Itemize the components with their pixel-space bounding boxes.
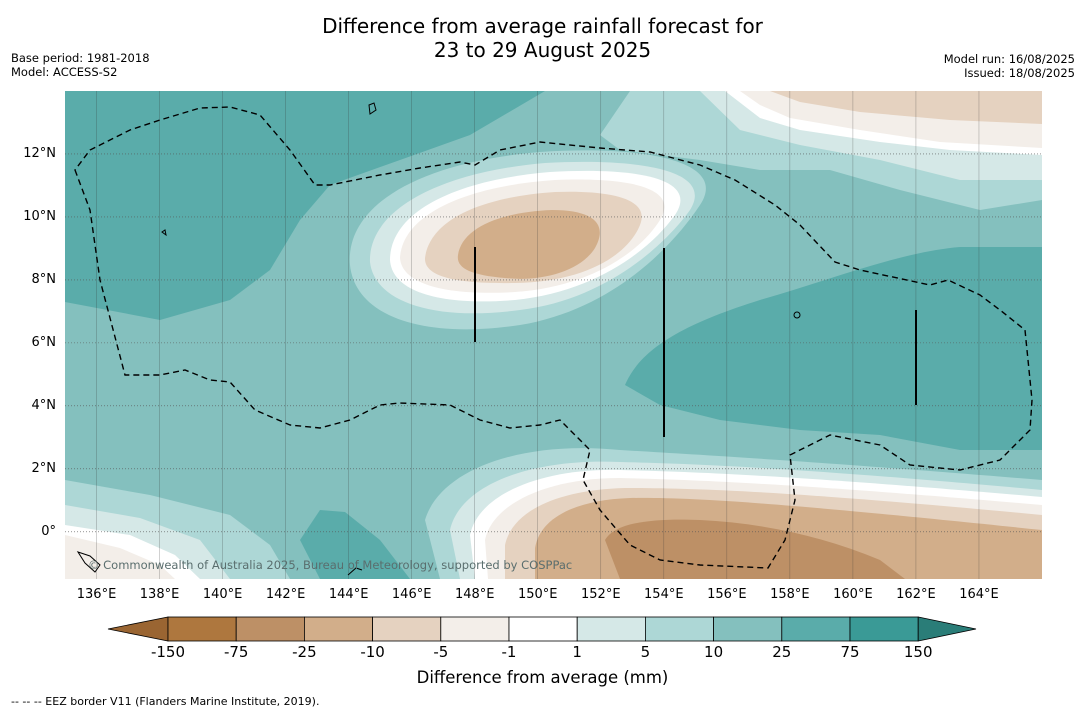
dry-north-2: [770, 91, 1042, 124]
dry-sw: [65, 535, 175, 579]
lon-tick-label: 162°E: [896, 587, 936, 602]
colorbar-label: -150: [150, 643, 186, 661]
lon-tick-label: 154°E: [644, 587, 684, 602]
lon-tick-label: 146°E: [391, 587, 432, 602]
colorbar-label: 1: [572, 643, 582, 661]
lat-tick-label: 10°N: [23, 208, 56, 224]
colorbar-label: 10: [704, 643, 724, 661]
title-line-2: 23 to 29 August 2025: [433, 38, 652, 62]
lat-tick-label: 6°N: [31, 334, 57, 350]
lat-tick-label: 12°N: [23, 145, 56, 161]
colorbar-swatch: [303, 616, 373, 642]
gridlines: [65, 91, 1042, 579]
colorbar-swatch: [781, 616, 851, 642]
colorbar-swatch: [235, 616, 305, 642]
wet-patch-south: [300, 510, 410, 579]
colorbar-swatch: [576, 616, 646, 642]
eez-footnote: -- -- -- EEZ border V11 (Flanders Marine…: [11, 695, 320, 708]
lon-tick-label: 150°E: [517, 587, 558, 602]
lon-tick-label: 158°E: [770, 587, 810, 602]
colorbar-label: -5: [433, 643, 449, 661]
wet-contour-east: [625, 247, 1042, 450]
transect-lines: [474, 247, 917, 437]
model-name: Model: ACCESS-S2: [11, 65, 118, 79]
colorbar-swatch: [849, 616, 919, 642]
lon-tick-label: 136°E: [76, 587, 117, 602]
colorbar-label: 150: [903, 643, 933, 661]
colorbar-swatch: [372, 616, 442, 642]
colorbar-label: 5: [640, 643, 651, 661]
lon-tick-label: 164°E: [959, 587, 999, 602]
title-line-1: Difference from average rainfall forecas…: [322, 14, 763, 38]
model-run: Model run: 16/08/2025: [943, 52, 1075, 66]
lat-tick-label: 2°N: [31, 460, 57, 476]
colorbar-swatch: [713, 616, 783, 642]
colorbar-extend-low: [107, 616, 169, 642]
lat-tick-label: 0°: [41, 523, 56, 539]
lon-tick-label: 156°E: [707, 587, 747, 602]
wet-contour-nw: [65, 91, 545, 320]
colorbar-swatch: [508, 616, 578, 642]
dry-se-4: [605, 519, 905, 579]
colorbar-label: -10: [360, 643, 385, 661]
colorbar-swatch: [645, 616, 715, 642]
lon-tick-label: 148°E: [454, 587, 495, 602]
lat-tick-label: 8°N: [31, 271, 57, 287]
colorbar-label: 25: [772, 643, 792, 661]
dry-blob-3: [457, 210, 600, 279]
lat-tick-label: 4°N: [31, 397, 57, 413]
colorbar-swatch: [440, 616, 510, 642]
land-outlines: [76, 102, 801, 576]
lon-tick-label: 160°E: [833, 587, 873, 602]
lon-tick-label: 144°E: [328, 587, 369, 602]
copyright-notice: © Commonwealth of Australia 2025, Bureau…: [88, 558, 573, 572]
colorbar-label: -75: [223, 643, 249, 661]
colorbar-label: -25: [292, 643, 317, 661]
colorbar-title: Difference from average (mm): [416, 668, 669, 687]
lon-tick-label: 140°E: [202, 587, 243, 602]
colorbar-label: 75: [840, 643, 860, 661]
run-info: Model run: 16/08/2025 Issued: 18/08/2025: [944, 52, 1075, 80]
model-info: Base period: 1981-2018 Model: ACCESS-S2: [11, 51, 150, 79]
issued-date: Issued: 18/08/2025: [964, 66, 1075, 80]
colorbar-label: -1: [501, 643, 517, 661]
eez-border: [74, 106, 1033, 569]
base-period: Base period: 1981-2018: [11, 51, 150, 65]
map-title: Difference from average rainfall forecas…: [0, 14, 1085, 62]
lon-tick-label: 138°E: [139, 587, 180, 602]
lon-tick-label: 142°E: [265, 587, 306, 602]
colorbar-extend-high: [917, 616, 977, 642]
colorbar-swatch: [167, 616, 237, 642]
lon-tick-label: 152°E: [581, 587, 621, 602]
colorbar: [107, 616, 977, 642]
contour-field: [65, 91, 1042, 579]
